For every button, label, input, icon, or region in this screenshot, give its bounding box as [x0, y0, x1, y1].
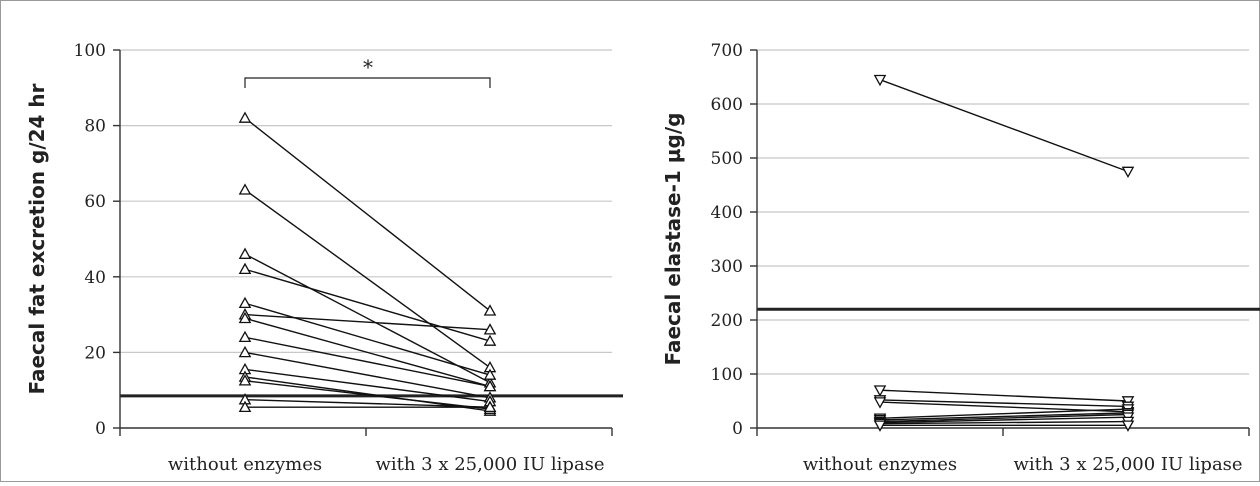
- category-label-with: with 3 x 25,000 IU lipase: [1013, 454, 1242, 475]
- point-with-lipase: [483, 400, 497, 413]
- patient-line: [879, 389, 1129, 402]
- point-with-lipase: [483, 379, 497, 392]
- y-tick-label: 0: [732, 419, 743, 439]
- fat-excretion-chart: 0 20 40 60 80 100 Faecal fat excretion g/24 h…: [25, 41, 623, 475]
- y-tick-label: 400: [711, 203, 743, 223]
- point-without-enzymes: [873, 385, 887, 397]
- point-with-lipase: [1121, 420, 1135, 432]
- y-tick-label: 700: [711, 41, 743, 61]
- significance-marker: *: [363, 55, 373, 79]
- point-with-lipase: [1121, 166, 1135, 179]
- category-label-with: with 3 x 25,000 IU lipase: [375, 454, 604, 475]
- patient-line: [244, 351, 491, 399]
- point-without-enzymes: [238, 374, 252, 386]
- point-without-enzymes: [238, 345, 252, 358]
- patient-line: [879, 79, 1129, 173]
- significance-bracket: *: [244, 55, 491, 88]
- point-without-enzymes: [238, 296, 252, 309]
- patient-line: [244, 336, 491, 388]
- patient-line: [879, 420, 1129, 425]
- elastase-chart: 0 100 200 300 400 500 600 700 Faecal elastase-1…: [661, 41, 1260, 475]
- y-tick-label: 300: [711, 257, 743, 277]
- patient-line: [244, 368, 491, 403]
- point-without-enzymes: [238, 262, 252, 275]
- patient-line: [879, 413, 1129, 423]
- patient-line: [244, 398, 491, 408]
- point-without-enzymes: [238, 183, 252, 195]
- y-tick-label: 40: [84, 268, 106, 288]
- point-with-lipase: [483, 368, 497, 380]
- patient-line: [244, 380, 491, 410]
- point-with-lipase: [483, 323, 497, 335]
- point-with-lipase: [1121, 396, 1135, 408]
- patient-line: [244, 189, 491, 369]
- patient-line: [244, 313, 491, 331]
- point-without-enzymes: [238, 330, 252, 343]
- patient-line: [244, 317, 491, 388]
- point-without-enzymes: [238, 400, 252, 413]
- patient-line: [879, 412, 1129, 421]
- point-without-enzymes: [238, 247, 252, 259]
- y-tick-label: 200: [711, 311, 743, 331]
- patient-line: [244, 268, 491, 342]
- patient-line: [879, 416, 1129, 424]
- point-without-enzymes: [238, 311, 252, 324]
- y-tick-label: 100: [74, 41, 106, 61]
- y-tick-label: 500: [711, 149, 743, 169]
- point-without-enzymes: [238, 111, 252, 123]
- y-tick-label: 0: [95, 419, 106, 439]
- patient-line: [244, 117, 491, 312]
- patient-line: [244, 302, 491, 376]
- point-without-enzymes: [873, 74, 887, 87]
- patient-line: [244, 253, 491, 384]
- point-without-enzymes: [873, 420, 887, 432]
- patient-line: [879, 408, 1129, 419]
- point-with-lipase: [483, 334, 497, 346]
- y-tick-label: 600: [711, 95, 743, 115]
- y-axis-label: Faecal elastase-1 µg/g: [661, 113, 685, 366]
- patient-line: [879, 399, 1129, 408]
- category-label-without: without enzymes: [168, 454, 322, 475]
- y-tick-label: 80: [84, 117, 106, 137]
- point-without-enzymes: [873, 397, 887, 409]
- point-with-lipase: [483, 304, 497, 316]
- y-tick-label: 20: [84, 343, 106, 363]
- y-axis-label: Faecal fat excretion g/24 hr: [25, 83, 49, 394]
- y-tick-label: 100: [711, 365, 743, 385]
- y-tick-label: 60: [84, 192, 106, 212]
- category-label-without: without enzymes: [803, 454, 957, 475]
